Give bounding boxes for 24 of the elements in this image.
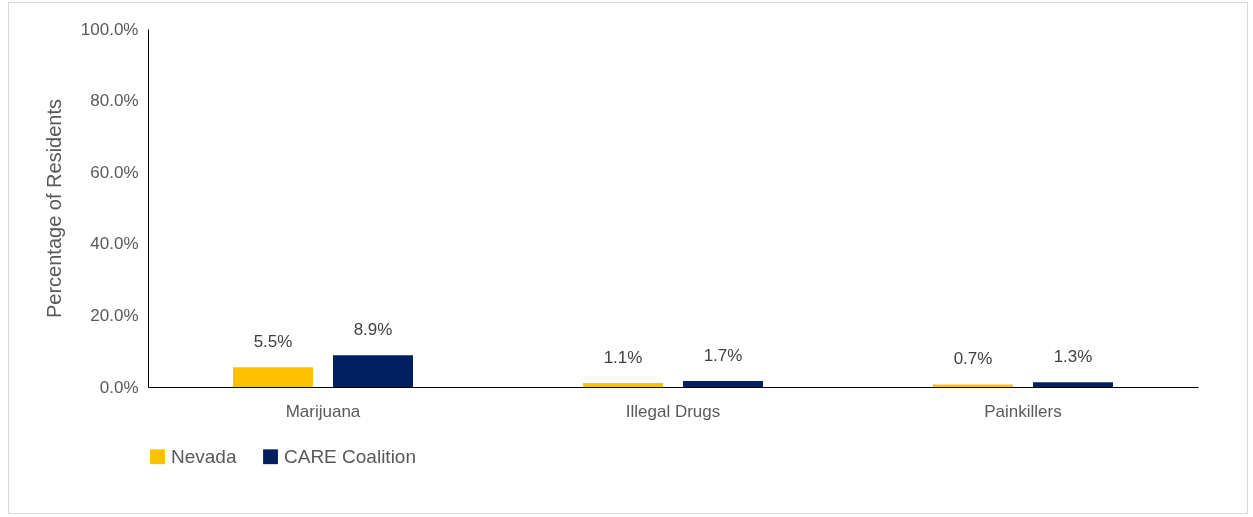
x-tick-label: Illegal Drugs [625, 401, 721, 421]
legend-label: CARE Coalition [284, 445, 416, 467]
bar [1033, 382, 1113, 387]
data-label: 8.9% [353, 320, 393, 340]
data-label: 1.3% [1053, 347, 1093, 367]
data-label: 1.1% [603, 348, 643, 368]
x-tick-label: Marijuana [285, 401, 361, 421]
data-label: 1.7% [703, 345, 743, 365]
y-tick-label: 0.0% [99, 377, 139, 397]
y-tick-label: 40.0% [90, 234, 139, 254]
y-tick-label: 80.0% [90, 91, 139, 111]
bar [333, 355, 413, 387]
data-label: 5.5% [253, 332, 293, 352]
bar [583, 383, 663, 387]
y-tick-label: 100.0% [80, 19, 139, 39]
legend-label: Nevada [171, 445, 237, 467]
bar [683, 380, 763, 387]
y-tick-label: 60.0% [90, 162, 139, 182]
x-tick-label: Painkillers [984, 401, 1062, 421]
y-axis-title: Percentage of Residents [42, 98, 65, 319]
bar [233, 367, 313, 387]
y-tick-label: 20.0% [90, 305, 139, 325]
bar [933, 384, 1013, 387]
data-label: 0.7% [953, 349, 993, 369]
